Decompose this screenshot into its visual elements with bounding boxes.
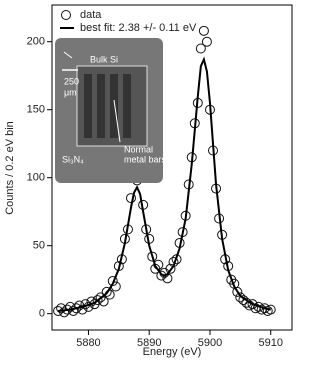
y-tick-label: 200 <box>27 36 45 48</box>
legend-label: data <box>80 9 102 21</box>
x-tick-label: 5890 <box>137 337 161 349</box>
inset-bar <box>110 74 118 138</box>
data-point <box>232 286 243 297</box>
legend-label: best fit: 2.38 +/- 0.11 eV <box>80 22 197 34</box>
chart: Energy (eV) Counts / 0.2 eV bin 5880 5890… <box>4 4 293 358</box>
data-point <box>235 292 246 303</box>
data-point <box>92 295 103 306</box>
inset-label: Normal <box>124 144 153 154</box>
data-point <box>195 43 206 54</box>
y-tick-label: 100 <box>27 172 45 184</box>
y-tick-label: 150 <box>27 104 45 116</box>
x-tick-label: 5900 <box>198 337 222 349</box>
y-tick-label: 50 <box>33 240 45 252</box>
data-point <box>77 304 88 315</box>
inset-pointer <box>113 99 121 143</box>
inset-label: μm <box>64 87 77 97</box>
y-axis-title: Counts / 0.2 eV bin <box>4 121 16 215</box>
x-axis-title: Energy (eV) <box>143 346 202 358</box>
axes-frame <box>51 4 293 331</box>
fit-line <box>57 56 271 312</box>
inset-bar <box>84 74 92 138</box>
inset-image <box>55 38 163 183</box>
inset-label: 250 <box>64 76 79 86</box>
inset-label: Bulk Si <box>90 54 118 64</box>
inset-label: metal bars <box>124 154 167 164</box>
data-point <box>125 193 136 204</box>
y-tick-label: 0 <box>39 308 45 320</box>
data-point <box>147 251 158 262</box>
data-point <box>98 296 109 307</box>
data-point <box>165 263 176 274</box>
legend-marker <box>61 10 71 20</box>
inset-bar <box>123 74 131 138</box>
data-point <box>101 286 112 297</box>
inset-label: Si₃N₄ <box>62 154 84 164</box>
x-tick-label: 5910 <box>258 337 282 349</box>
x-tick-label: 5880 <box>76 337 100 349</box>
data-point <box>201 36 212 47</box>
inset-bar <box>97 74 105 138</box>
inset-pointer <box>63 51 73 59</box>
data-point <box>198 25 209 36</box>
